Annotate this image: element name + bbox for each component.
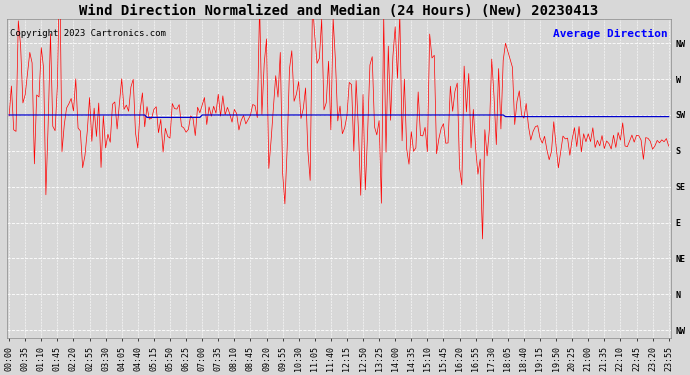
Title: Wind Direction Normalized and Median (24 Hours) (New) 20230413: Wind Direction Normalized and Median (24… [79, 4, 598, 18]
Text: Copyright 2023 Cartronics.com: Copyright 2023 Cartronics.com [10, 29, 166, 38]
Text: Average Direction: Average Direction [553, 29, 668, 39]
